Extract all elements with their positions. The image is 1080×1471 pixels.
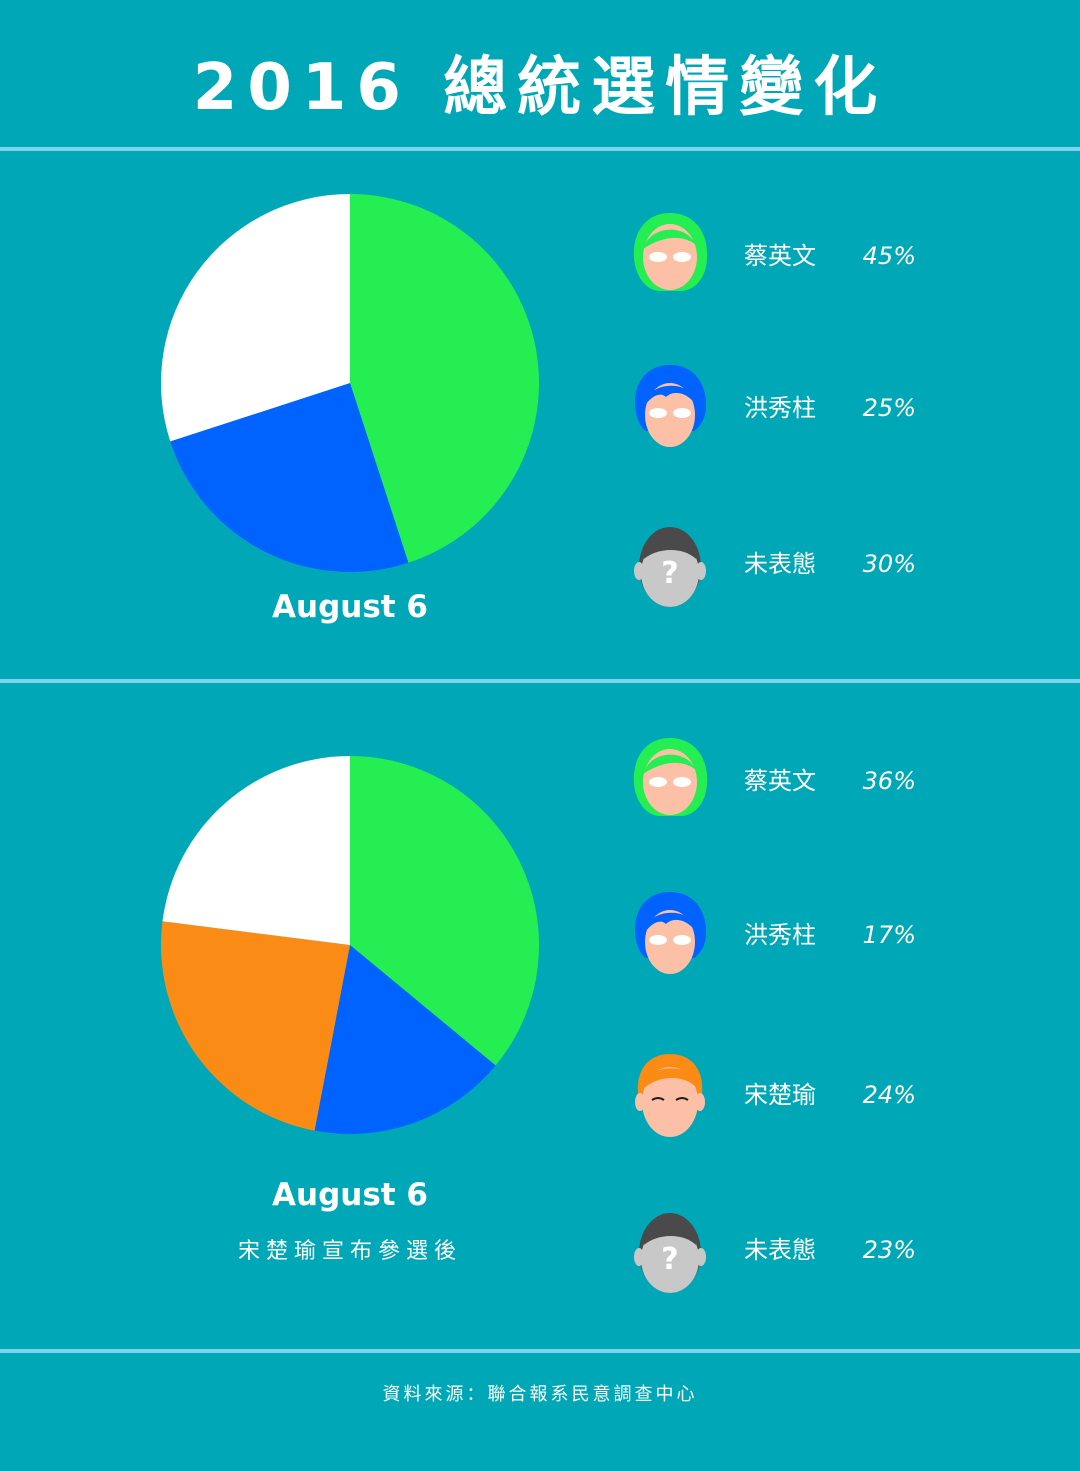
- pie-slice-0: [350, 194, 539, 563]
- legend-item: 蔡英文 45%: [630, 211, 950, 301]
- legend-percent: 24%: [862, 1081, 916, 1109]
- source-footer: 資料來源：聯合報系民意調查中心: [382, 1384, 698, 1405]
- legend-percent: 17%: [862, 921, 916, 949]
- pie-slice-2: [160, 921, 350, 1131]
- divider-bottom: [0, 1349, 1080, 1353]
- pie-slice-2: [160, 194, 350, 442]
- pie-caption-2: August 6: [272, 1177, 428, 1213]
- svg-text:?: ?: [661, 1242, 678, 1277]
- legend-percent: 45%: [862, 242, 916, 270]
- legend-name: 未表態: [744, 1236, 816, 1264]
- legend-percent: 25%: [862, 394, 916, 422]
- chu-avatar-icon: [630, 890, 710, 980]
- pie-chart-august-6: [160, 194, 539, 572]
- legend-percent: 30%: [862, 550, 916, 578]
- legend-item: 宋楚瑜 24%: [630, 1050, 950, 1140]
- legend-name: 未表態: [744, 550, 816, 578]
- legend-item: ? 未表態 30%: [630, 519, 950, 609]
- pie-slice-1: [314, 945, 496, 1134]
- unknown-avatar-icon: ?: [630, 1205, 710, 1295]
- legend-item: ? 未表態 23%: [630, 1205, 950, 1295]
- soong-avatar-icon: [630, 1050, 710, 1140]
- pie-caption-1: August 6: [272, 589, 428, 625]
- legend-name: 洪秀柱: [744, 921, 816, 949]
- pie-subcaption-2: 宋楚瑜宣布參選後: [237, 1239, 462, 1264]
- pie-slice-0: [350, 756, 539, 1066]
- chu-avatar-icon: [630, 363, 710, 453]
- legend-name: 宋楚瑜: [744, 1081, 816, 1109]
- legend-item: 洪秀柱 25%: [630, 363, 950, 453]
- legend-name: 洪秀柱: [744, 394, 816, 422]
- legend-item: 洪秀柱 17%: [630, 890, 950, 980]
- tsai-avatar-icon: [630, 211, 710, 301]
- pie-slice-3: [162, 756, 350, 945]
- divider-middle: [0, 679, 1080, 683]
- tsai-avatar-icon: [630, 736, 710, 826]
- divider-top: [0, 147, 1080, 151]
- svg-text:?: ?: [661, 556, 678, 591]
- legend-percent: 23%: [862, 1236, 916, 1264]
- pie-slice-1: [170, 383, 409, 572]
- legend-name: 蔡英文: [744, 767, 816, 795]
- page-title: 2016 總統選情變化: [192, 51, 888, 125]
- legend-percent: 36%: [862, 767, 916, 795]
- legend-item: 蔡英文 36%: [630, 736, 950, 826]
- unknown-avatar-icon: ?: [630, 519, 710, 609]
- pie-chart-after-soong: [160, 756, 539, 1134]
- legend-name: 蔡英文: [744, 242, 816, 270]
